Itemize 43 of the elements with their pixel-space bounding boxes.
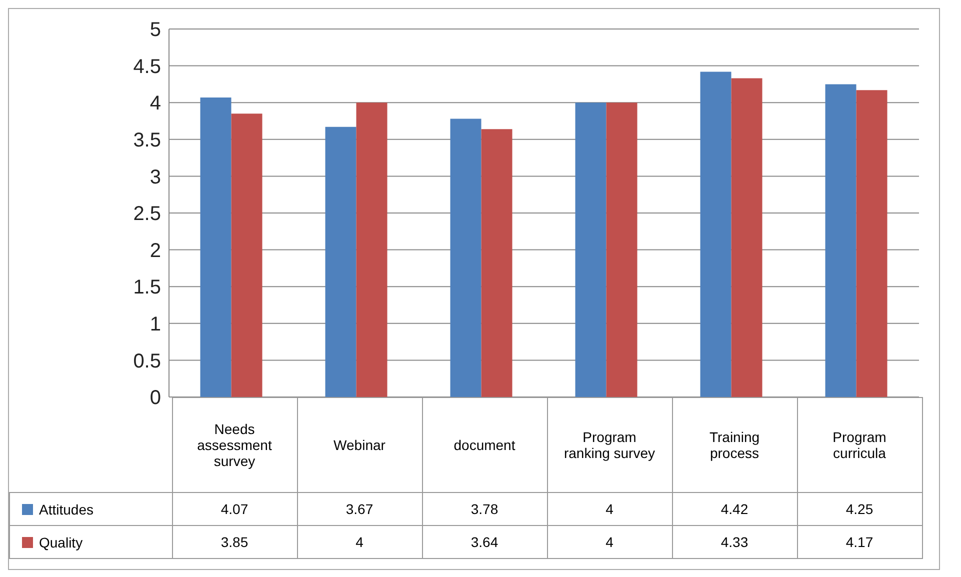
data-label: 4.17 <box>797 526 922 558</box>
data-label: 3.64 <box>422 526 547 558</box>
data-label: 4 <box>547 526 672 558</box>
bar <box>731 78 762 397</box>
bar <box>575 102 606 397</box>
y-tick-label: 0.5 <box>133 350 161 372</box>
x-tick-label: document <box>422 398 547 492</box>
x-tick-label: Needs assessment survey <box>172 398 297 492</box>
bar <box>200 97 232 397</box>
x-tick-label: Program ranking survey <box>547 398 672 492</box>
bar <box>325 126 356 397</box>
bar <box>700 72 732 397</box>
x-tick-label: Program curricula <box>797 398 922 492</box>
data-label: 3.78 <box>422 492 547 526</box>
data-label: 4.25 <box>797 492 922 526</box>
y-tick-label: 2.5 <box>133 203 161 226</box>
bar <box>856 90 888 397</box>
bar <box>356 102 388 397</box>
y-tick-label: 4.5 <box>133 56 161 78</box>
y-tick-label: 5 <box>150 19 161 42</box>
bar <box>231 114 262 397</box>
legend-label: Quality <box>39 534 83 551</box>
y-tick-label: 2 <box>150 240 161 262</box>
x-tick-label: Webinar <box>297 398 422 492</box>
y-tick-label: 0 <box>150 387 161 410</box>
data-label: 4.07 <box>172 492 297 526</box>
data-label: 4 <box>297 526 422 558</box>
bar <box>606 102 638 397</box>
y-tick-label: 1.5 <box>133 276 161 299</box>
bar <box>450 118 482 397</box>
x-tick-label: Training process <box>672 398 797 492</box>
data-label: 3.67 <box>297 492 422 526</box>
data-label: 4.42 <box>672 492 797 526</box>
data-label: 3.85 <box>172 526 297 558</box>
y-tick-label: 3 <box>150 166 161 188</box>
bar <box>481 129 512 397</box>
legend-label: Attitudes <box>39 502 94 518</box>
data-label: 4.33 <box>672 526 797 558</box>
data-label: 4 <box>547 492 672 526</box>
y-tick-label: 4 <box>150 92 161 115</box>
bar <box>825 84 856 397</box>
y-tick-label: 1 <box>150 314 161 336</box>
y-tick-label: 3.5 <box>133 130 161 152</box>
